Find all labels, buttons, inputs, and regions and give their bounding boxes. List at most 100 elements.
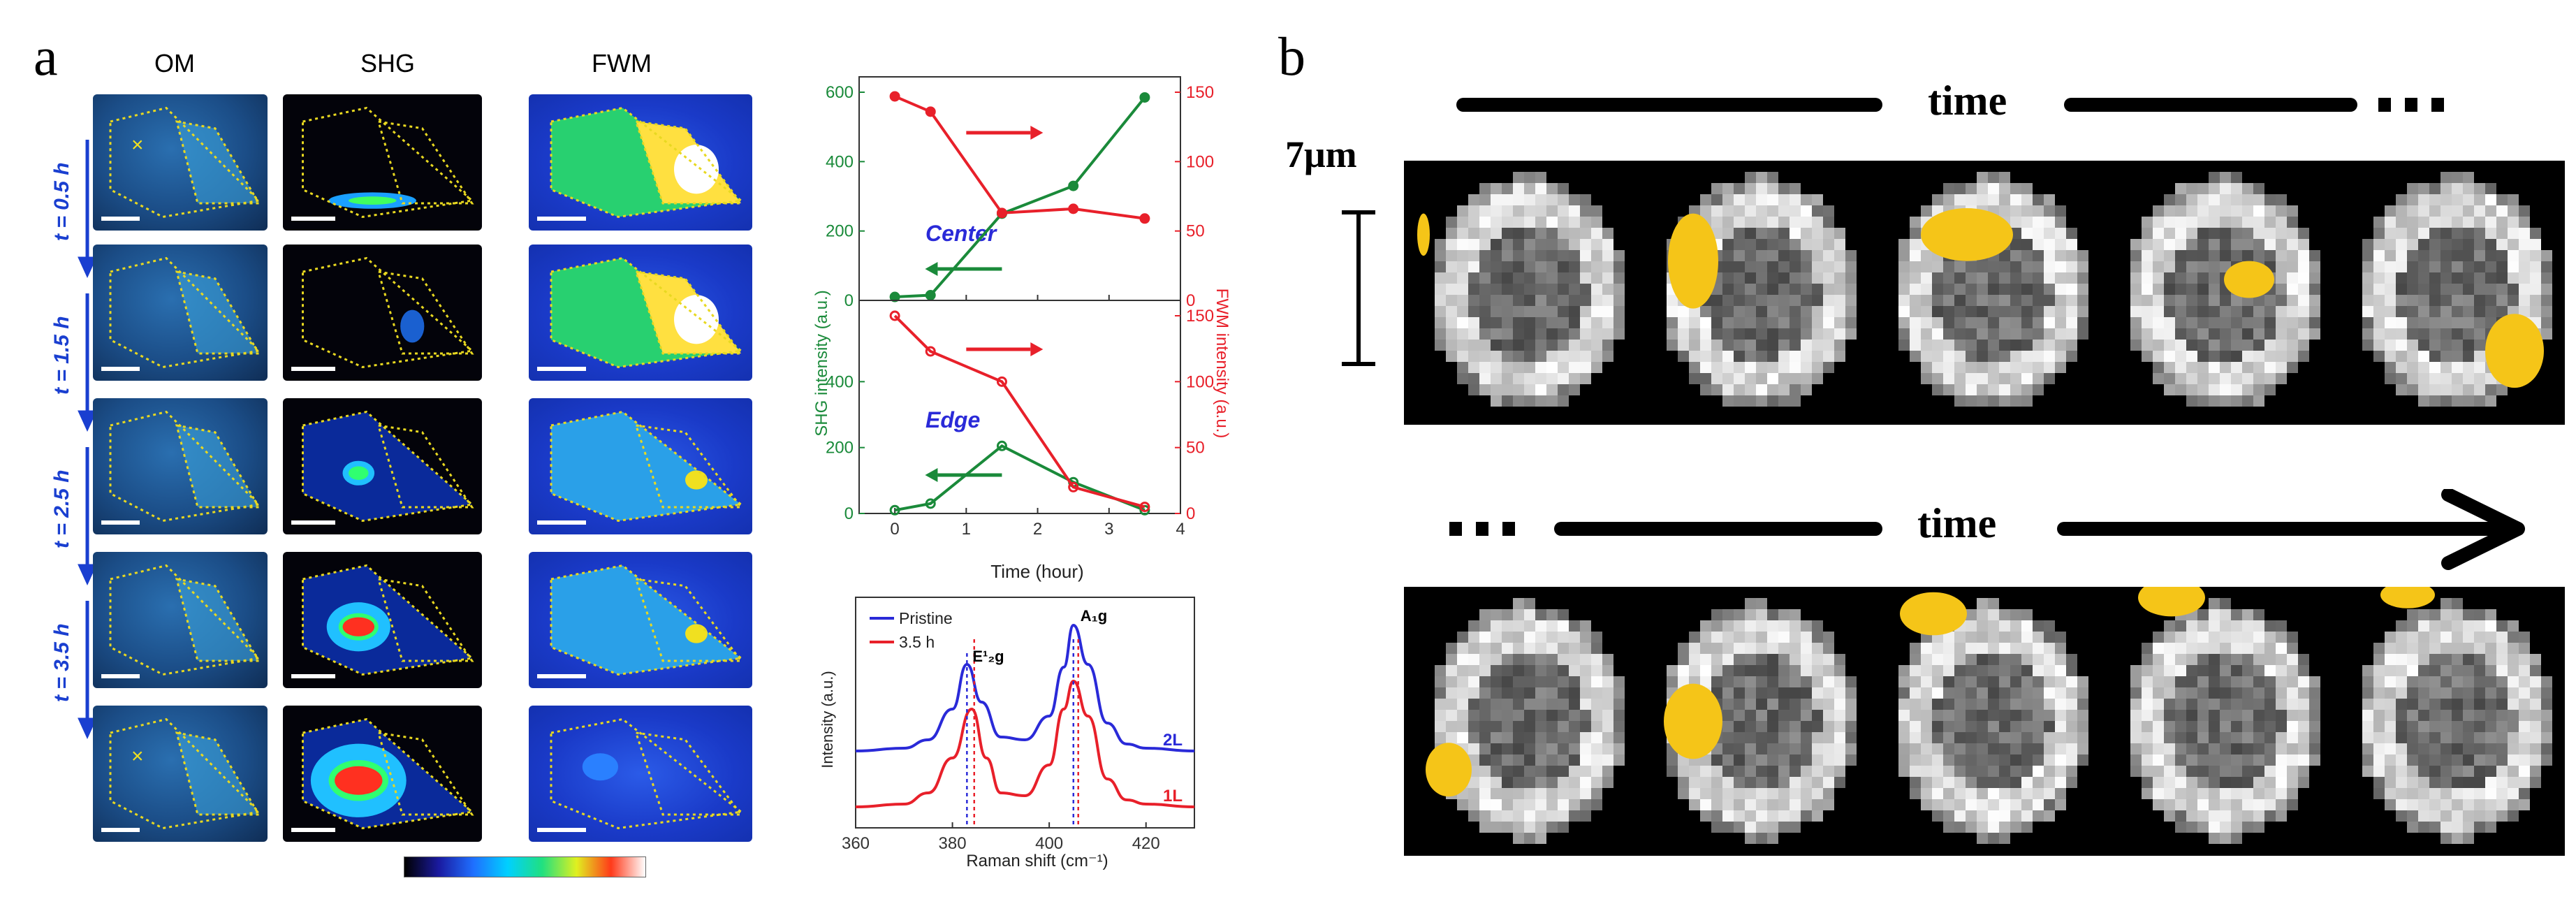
highlight-blob xyxy=(2485,314,2544,388)
shg-image-r5 xyxy=(283,706,482,842)
highlight-blob xyxy=(2224,261,2274,298)
x-tick-label: 2 xyxy=(1033,520,1042,539)
scale-bar-small xyxy=(291,674,335,678)
fwm-image-r2 xyxy=(529,245,752,381)
time-text-bottom: time xyxy=(1917,500,1997,546)
raman-x-label: Raman shift (cm⁻¹) xyxy=(966,852,1108,870)
dot-3 xyxy=(2431,98,2444,112)
y-axis-label-left: SHG intensity (a.u.) xyxy=(812,290,831,436)
om-image-r3 xyxy=(93,398,268,534)
frame-strip-bottom xyxy=(1404,587,2565,856)
panel-a-letter: a xyxy=(34,26,58,87)
raman-y-label: Intensity (a.u.) xyxy=(819,671,836,768)
data-point-shg xyxy=(996,440,1007,451)
time-label-2.5h: t = 2.5 h xyxy=(50,469,73,548)
data-point-fwm xyxy=(925,346,936,357)
scale-bar-small xyxy=(537,217,587,221)
data-point-shg xyxy=(889,504,900,516)
shg-arrowhead xyxy=(925,468,938,482)
cell-frame-2 xyxy=(1664,598,1857,844)
fwm-image-r3 xyxy=(529,398,752,534)
time-label-0.5h: t = 0.5 h xyxy=(50,162,73,241)
highlight-blob xyxy=(1668,213,1718,309)
column-header-om: OM xyxy=(154,49,195,78)
scale-bar-small xyxy=(291,217,335,221)
raman-legend xyxy=(864,604,969,653)
shg-image-r1 xyxy=(283,94,482,231)
y-tick-label-left: 0 xyxy=(844,504,854,523)
fwm-image-r5 xyxy=(529,706,752,842)
frame-strip-top xyxy=(1404,161,2565,425)
x-tick-label: 4 xyxy=(1176,520,1185,539)
om-image-r4 xyxy=(93,552,268,688)
svg-text:×: × xyxy=(131,745,144,768)
dot-1 xyxy=(2378,98,2391,112)
time-label-3.5h: t = 3.5 h xyxy=(50,623,73,702)
shg-image-r3 xyxy=(283,398,482,534)
plot-frame xyxy=(858,76,1181,301)
center-title: Center xyxy=(925,221,997,246)
y-tick-label-right: 150 xyxy=(1186,83,1214,102)
highlight-blob xyxy=(2380,587,2435,608)
y-tick-label-left: 0 xyxy=(844,291,854,310)
scale-bar-small xyxy=(537,828,587,832)
y-tick-label-right: 150 xyxy=(1186,307,1214,326)
x-axis-label: Time (hour) xyxy=(990,561,1083,582)
fwm-arrowhead xyxy=(1030,342,1044,356)
series-line-fwm xyxy=(893,314,1146,509)
scale-bar xyxy=(1342,210,1375,366)
cell-frame-5 xyxy=(2362,172,2552,407)
scale-bar-small xyxy=(101,217,140,221)
time-text-top: time xyxy=(1928,78,2007,124)
data-point-shg xyxy=(925,498,936,509)
svg-text:×: × xyxy=(131,133,144,156)
time-bar-bottom-left xyxy=(1554,522,1882,536)
cell-frame-4 xyxy=(2130,587,2320,844)
shg-arrowhead xyxy=(925,262,938,276)
data-point-fwm xyxy=(996,207,1007,219)
raman-x-tick-label: 380 xyxy=(939,834,967,853)
colorbar xyxy=(404,856,646,877)
data-point-fwm xyxy=(889,91,900,102)
x-tick-label: 0 xyxy=(890,520,899,539)
highlight-blob xyxy=(1664,683,1722,759)
y-tick-label-right: 100 xyxy=(1186,372,1214,391)
fwm-image-r4 xyxy=(529,552,752,688)
highlight-blob xyxy=(1900,592,1967,636)
raman-layer-label-1: 1L xyxy=(1163,787,1183,805)
time-arrow-bottom xyxy=(2057,489,2525,570)
shg-fwm-chart: SHG intensity (a.u.) FWM intensity (a.u.… xyxy=(812,76,1229,582)
y-tick-label-right: 0 xyxy=(1186,291,1195,310)
series-line-shg xyxy=(894,444,1146,512)
raman-series-1 xyxy=(855,679,1195,808)
data-point-fwm xyxy=(996,376,1007,387)
cell-frame-3 xyxy=(1898,592,2088,844)
data-point-shg xyxy=(1139,92,1150,103)
cell-frame-2 xyxy=(1667,172,1857,407)
y-tick-label-left: 400 xyxy=(826,152,854,171)
cell-frame-4 xyxy=(2130,172,2320,407)
raman-x-tick-label: 400 xyxy=(1035,834,1063,853)
x-tick-label: 1 xyxy=(962,520,971,539)
data-point-shg xyxy=(1068,180,1079,191)
peak-label-a1g: A₁g xyxy=(1081,607,1107,625)
raman-frame xyxy=(855,597,1195,829)
fwm-image-r1 xyxy=(529,94,752,231)
highlight-blob xyxy=(1426,743,1472,797)
raman-x-tick-label: 420 xyxy=(1132,834,1160,853)
data-point-fwm xyxy=(925,106,936,117)
cell-frame-3 xyxy=(1898,172,2088,407)
time-label-1.5h: t = 1.5 h xyxy=(50,316,73,395)
om-image-r1: × xyxy=(93,94,268,231)
scale-bar-small xyxy=(101,520,140,525)
scale-bar-small xyxy=(291,520,335,525)
column-header-fwm: FWM xyxy=(592,49,652,78)
scale-bar-small xyxy=(537,367,587,371)
dot-2 xyxy=(2405,98,2417,112)
data-point-fwm xyxy=(1068,481,1079,493)
scale-label: 7μm xyxy=(1285,133,1357,175)
data-point-shg xyxy=(925,290,936,301)
peak-label-e2g: E¹₂g xyxy=(972,648,1004,665)
shg-image-r4 xyxy=(283,552,482,688)
scale-bar-small xyxy=(291,828,335,832)
